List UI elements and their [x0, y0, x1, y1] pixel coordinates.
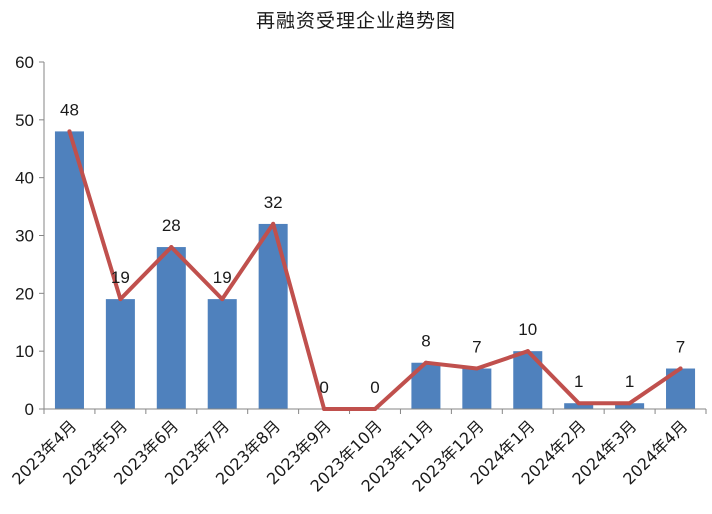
y-tick-label: 10 — [15, 342, 34, 361]
line-series — [67, 129, 683, 411]
line-point — [678, 366, 683, 371]
data-label: 19 — [111, 268, 130, 287]
data-label: 0 — [370, 378, 379, 397]
data-label: 0 — [319, 378, 328, 397]
data-label: 7 — [676, 338, 685, 357]
bar — [258, 223, 288, 409]
y-tick-label: 0 — [25, 400, 34, 419]
data-label: 1 — [625, 372, 634, 391]
x-tick-labels: 2023年4月2023年5月2023年6月2023年7月2023年8月2023年… — [8, 416, 691, 495]
bar-series — [54, 131, 696, 409]
line-point — [118, 297, 123, 302]
data-label: 19 — [213, 268, 232, 287]
bar — [615, 403, 645, 409]
line-point — [576, 401, 581, 406]
data-labels: 48 19 28 19 32 0 0 8 7 10 1 1 7 — [60, 100, 685, 397]
bar — [207, 299, 237, 409]
line-point — [220, 297, 225, 302]
bar — [156, 247, 186, 409]
y-axis: 0 10 20 30 40 50 60 — [15, 53, 45, 419]
data-label: 1 — [574, 372, 583, 391]
y-tick-label: 50 — [15, 111, 34, 130]
data-label: 8 — [421, 332, 430, 351]
line-point — [627, 401, 632, 406]
chart-title: 再融资受理企业趋势图 — [255, 10, 456, 32]
y-tick-label: 30 — [15, 227, 34, 246]
data-label: 7 — [472, 338, 481, 357]
line-point — [67, 129, 72, 134]
line-point — [423, 360, 428, 365]
y-tick-label: 40 — [15, 169, 34, 188]
line-point — [169, 245, 174, 250]
bar — [54, 131, 84, 409]
line-point — [322, 407, 327, 411]
line-point — [525, 349, 530, 354]
bar — [462, 368, 492, 409]
data-label: 32 — [264, 193, 283, 212]
data-label: 28 — [162, 216, 181, 235]
line-point — [474, 366, 479, 371]
line-point — [271, 221, 276, 226]
data-label: 10 — [518, 320, 537, 339]
line-point — [373, 407, 377, 411]
data-label: 48 — [60, 100, 79, 119]
y-tick-label: 60 — [15, 53, 34, 72]
bar — [105, 299, 135, 409]
bar — [564, 403, 594, 409]
y-tick-label: 20 — [15, 284, 34, 303]
